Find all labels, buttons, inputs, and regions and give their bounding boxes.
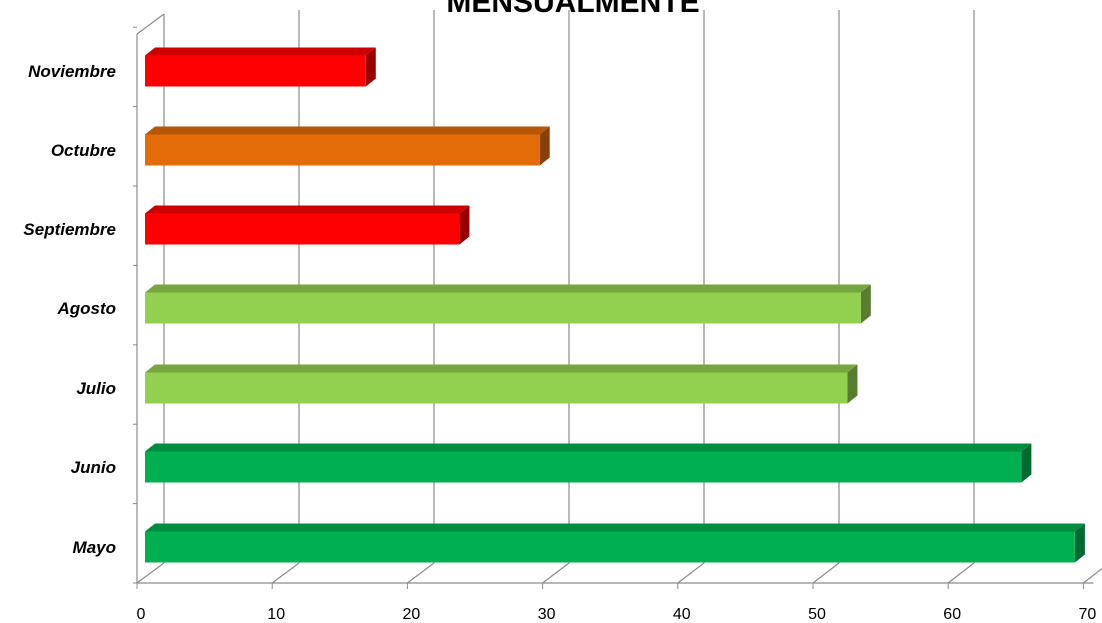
x-tick-labels: 0 10 20 30 40 50 60 70 (137, 606, 1097, 623)
plot-floor (136, 562, 1102, 589)
category-label: Junio (71, 458, 116, 477)
category-label: Octubre (51, 141, 116, 160)
x-tick-label: 20 (403, 606, 421, 623)
category-label: Septiembre (23, 220, 116, 239)
bar-julio (145, 364, 858, 404)
bar-mayo (145, 523, 1085, 563)
x-tick-label: 60 (943, 606, 961, 623)
category-labels: Mayo Junio Julio Agosto Septiembre Octubre Nov… (23, 62, 116, 557)
chart-title: MENSUALMENTE (446, 0, 699, 19)
category-label: Julio (76, 379, 116, 398)
x-tick-label: 70 (1079, 606, 1097, 623)
bar-agosto (145, 284, 871, 324)
bar-noviembre (145, 47, 376, 87)
x-tick-label: 40 (673, 606, 691, 623)
category-label: Agosto (56, 299, 116, 318)
category-label: Mayo (73, 538, 116, 557)
bar-septiembre (145, 205, 470, 245)
bars (145, 47, 1085, 563)
x-tick-label: 30 (538, 606, 556, 623)
category-label: Noviembre (28, 62, 116, 81)
x-tick-label: 0 (137, 606, 146, 623)
bar-octubre (145, 126, 550, 166)
x-tick-label: 50 (808, 606, 826, 623)
x-tick-label: 10 (267, 606, 285, 623)
bar-junio (145, 443, 1032, 483)
